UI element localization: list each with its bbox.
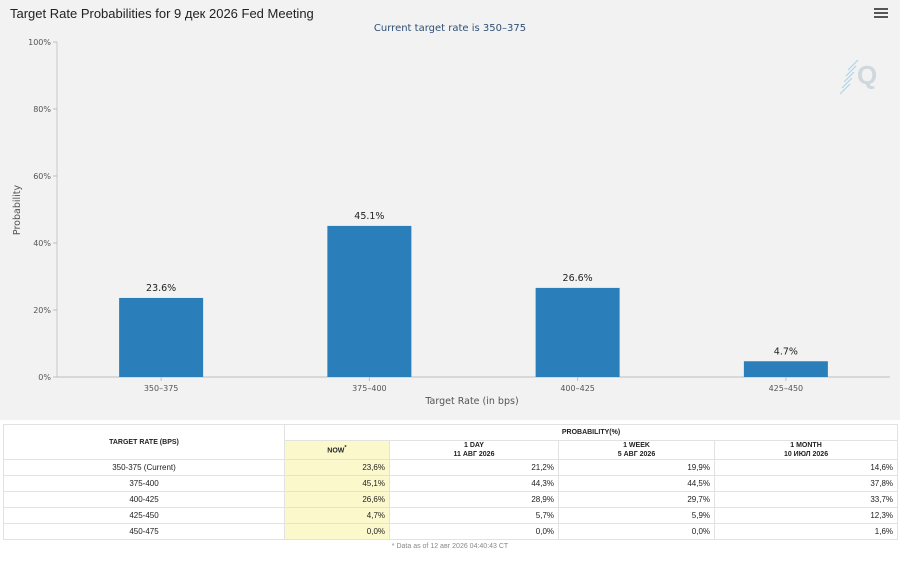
probability-table-panel: TARGET RATE (BPS) PROBABILITY(%) NOW* 1 … — [3, 424, 899, 550]
target-rate-cell: 400-425 — [3, 491, 285, 508]
y-axis-title: Probability — [12, 185, 23, 236]
target-rate-cell: 450-475 — [3, 523, 285, 540]
probability-header: PROBABILITY(%) — [283, 424, 899, 441]
table-row: 450-475 0,0% 0,0% 0,0% 1,6% — [3, 523, 899, 540]
table-row: 400-425 26,6% 28,9% 29,7% 33,7% — [3, 491, 899, 508]
bar-data-label: 4.7% — [774, 346, 798, 357]
x-tick-label: 400–425 — [560, 384, 595, 393]
week-cell: 29,7% — [558, 491, 715, 508]
month-cell: 12,3% — [713, 507, 899, 524]
y-tick-label: 60% — [33, 172, 51, 181]
target-rate-cell: 350-375 (Current) — [3, 459, 285, 476]
y-tick-label: 100% — [28, 38, 51, 47]
data-timestamp-note: * Data as of 12 авг 2026 04:40:43 CT — [391, 543, 509, 550]
probability-table: TARGET RATE (BPS) PROBABILITY(%) NOW* 1 … — [3, 424, 899, 540]
month-cell: 33,7% — [713, 491, 899, 508]
chart-panel: Target Rate Probabilities for 9 дек 2026… — [0, 0, 900, 420]
day-cell: 44,3% — [389, 475, 559, 492]
column-header-now: NOW* — [284, 440, 390, 460]
week-cell: 19,9% — [558, 459, 715, 476]
y-tick-label: 20% — [33, 306, 51, 315]
week-cell: 0,0% — [558, 523, 715, 540]
bar — [119, 297, 204, 377]
now-cell: 26,6% — [284, 491, 390, 508]
now-cell: 23,6% — [284, 459, 390, 476]
table-row: 375-400 45,1% 44,3% 44,5% 37,8% — [3, 475, 899, 492]
column-header-date: 10 ИЮЛ 2026 — [783, 451, 829, 458]
bar-chart: Q 0% 20% 40% 60% 80% 100% Target Rate (in bps)… — [12, 38, 890, 407]
target-rate-cell: 425-450 — [3, 507, 285, 524]
day-cell: 28,9% — [389, 491, 559, 508]
week-cell: 44,5% — [558, 475, 715, 492]
menu-icon-bar — [874, 12, 888, 14]
target-rate-header: TARGET RATE (BPS) — [3, 424, 285, 460]
column-header-date: 5 АВГ 2026 — [617, 451, 656, 458]
now-cell: 4,7% — [284, 507, 390, 524]
column-header-1-month: 1 MONTH 10 ИЮЛ 2026 — [713, 440, 899, 460]
now-cell: 45,1% — [284, 475, 390, 492]
chart-title: Target Rate Probabilities for 9 дек 2026… — [10, 6, 314, 21]
y-tick-label: 80% — [33, 105, 51, 114]
bar — [327, 225, 412, 377]
column-header-label: 1 WEEK — [623, 442, 650, 449]
bar-data-label: 45.1% — [354, 211, 384, 222]
week-cell: 5,9% — [558, 507, 715, 524]
table-row: 425-450 4,7% 5,7% 5,9% 12,3% — [3, 507, 899, 524]
column-header-1-week: 1 WEEK 5 АВГ 2026 — [558, 440, 715, 460]
bar-data-label: 26.6% — [563, 273, 593, 284]
day-cell: 0,0% — [389, 523, 559, 540]
menu-icon-bar — [874, 16, 888, 18]
menu-icon-bar — [874, 8, 888, 10]
y-tick-label: 40% — [33, 239, 51, 248]
x-tick-label: 375–400 — [352, 384, 387, 393]
table-row: 350-375 (Current) 23,6% 21,2% 19,9% 14,6… — [3, 459, 899, 476]
day-cell: 5,7% — [389, 507, 559, 524]
x-tick-label: 350–375 — [144, 384, 179, 393]
quikstrike-logo-icon: Q — [839, 59, 877, 95]
x-tick-label: 425–450 — [769, 384, 804, 393]
month-cell: 14,6% — [713, 459, 899, 476]
target-rate-cell: 375-400 — [3, 475, 285, 492]
month-cell: 1,6% — [713, 523, 899, 540]
column-header-label: 1 DAY — [464, 442, 484, 449]
y-tick-label: 0% — [38, 373, 51, 382]
now-footnote-marker: * — [344, 445, 347, 452]
bar — [535, 287, 620, 377]
column-header-1-day: 1 DAY 11 АВГ 2026 — [389, 440, 559, 460]
chart-subtitle: Current target rate is 350–375 — [373, 23, 527, 34]
svg-text:Q: Q — [857, 60, 877, 90]
bar — [743, 361, 828, 377]
day-cell: 21,2% — [389, 459, 559, 476]
column-header-label: NOW — [327, 447, 345, 455]
month-cell: 37,8% — [713, 475, 899, 492]
bar-data-label: 23.6% — [146, 283, 176, 294]
column-header-date: 11 АВГ 2026 — [453, 451, 495, 458]
now-cell: 0,0% — [284, 523, 390, 540]
chart-menu-button[interactable] — [874, 8, 888, 20]
column-header-label: 1 MONTH — [790, 442, 822, 449]
x-axis-title: Target Rate (in bps) — [424, 396, 518, 407]
